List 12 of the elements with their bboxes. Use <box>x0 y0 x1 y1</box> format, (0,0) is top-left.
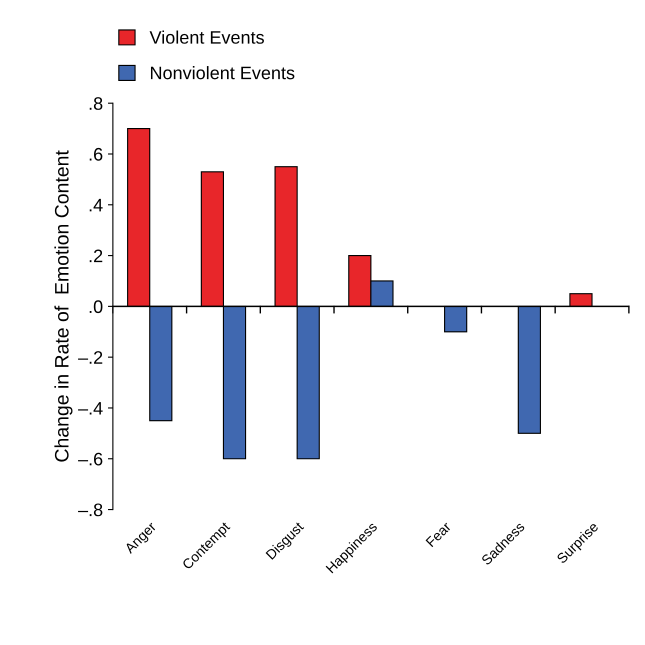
y-tick-label: –.6 <box>78 452 102 466</box>
y-axis-title: Change in Rate of Emotion Content <box>54 150 72 462</box>
legend-label: Violent Events <box>150 30 264 44</box>
y-tick-label: –.2 <box>78 351 102 364</box>
y-tick-label: .6 <box>90 148 102 161</box>
y-tick-label: .4 <box>90 198 103 212</box>
y-tick-label: .2 <box>90 250 102 262</box>
y-tick-label: .0 <box>90 300 102 314</box>
y-tick-label: .8 <box>90 97 102 110</box>
y-tick-label: –.8 <box>78 503 102 516</box>
legend-label: Nonviolent Events <box>150 66 294 80</box>
y-tick-label: –.4 <box>78 402 103 415</box>
